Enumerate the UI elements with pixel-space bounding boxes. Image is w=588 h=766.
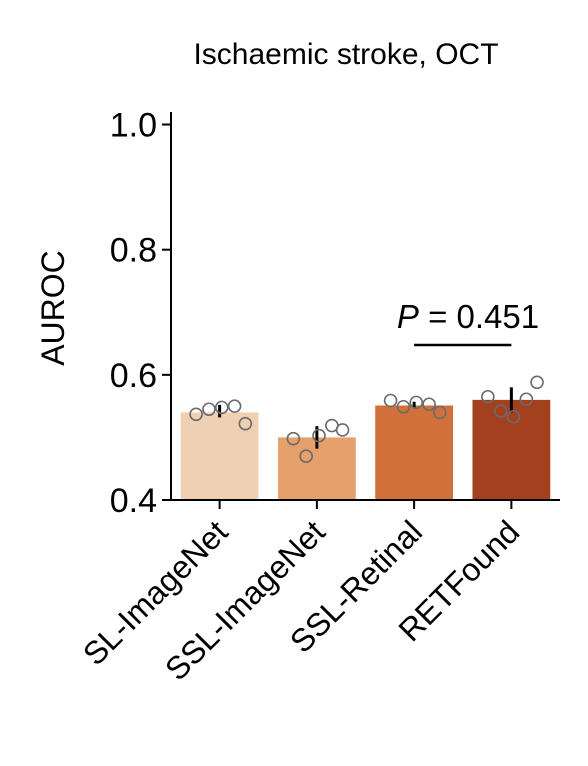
bars-group — [180, 399, 551, 500]
data-point — [530, 375, 544, 390]
p-value-label: P = 0.451 — [397, 298, 539, 335]
bar-ssl-retinal — [375, 405, 454, 500]
data-point — [409, 395, 424, 410]
data-point — [312, 428, 326, 443]
y-tick-label: 0.8 — [110, 232, 157, 270]
y-tick-label: 0.6 — [110, 357, 157, 395]
data-point — [214, 400, 229, 415]
bar-sl-imagenet — [180, 412, 259, 500]
y-tick-label: 0.4 — [110, 482, 157, 520]
y-axis-label: AUROC — [35, 250, 71, 366]
data-point — [383, 393, 398, 408]
data-point — [299, 449, 313, 463]
data-point — [506, 409, 521, 424]
data-point — [519, 392, 534, 407]
p-value-text: = 0.451 — [419, 298, 539, 335]
data-point — [493, 404, 508, 418]
axes-group: 0.40.60.81.0SL-ImageNetSSL-ImageNetSSL-R… — [76, 107, 560, 687]
significance-annotation: P = 0.451 — [397, 298, 539, 347]
points-group — [189, 375, 544, 463]
data-point — [335, 423, 350, 437]
error-bars-group — [218, 387, 513, 449]
data-point — [481, 389, 495, 404]
data-point — [432, 405, 447, 420]
data-point — [189, 407, 203, 422]
y-tick-label: 1.0 — [110, 107, 157, 145]
data-point — [422, 397, 436, 412]
data-point — [227, 399, 242, 413]
chart-title: Ischaemic stroke, OCT — [193, 38, 498, 71]
p-symbol: P — [397, 298, 419, 335]
data-point — [286, 431, 301, 446]
data-point — [238, 416, 253, 431]
bar-retfound — [472, 399, 551, 500]
data-point — [396, 399, 411, 414]
data-point — [202, 402, 216, 417]
